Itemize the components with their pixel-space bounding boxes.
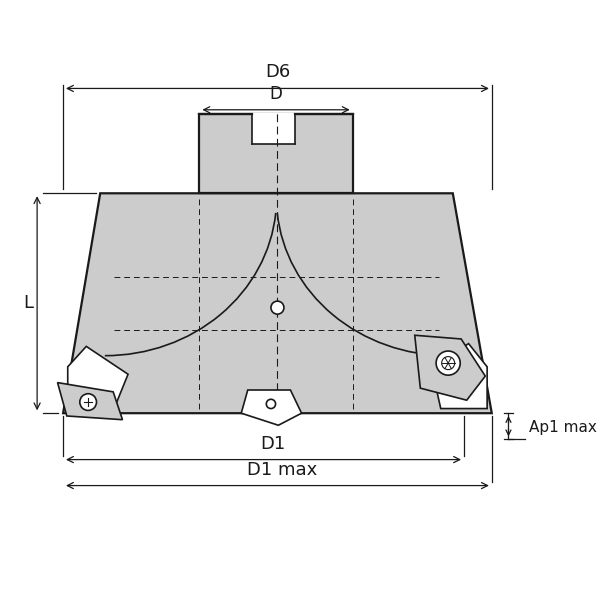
Polygon shape [58, 383, 122, 419]
Polygon shape [63, 193, 492, 413]
Circle shape [271, 301, 284, 314]
Text: D6: D6 [265, 63, 290, 81]
Text: D: D [269, 85, 283, 103]
Circle shape [442, 356, 455, 370]
Circle shape [266, 399, 275, 409]
Polygon shape [241, 390, 302, 425]
Text: Ap1 max: Ap1 max [529, 421, 597, 436]
Polygon shape [253, 113, 295, 144]
Text: L: L [23, 294, 33, 312]
Circle shape [436, 351, 460, 375]
Polygon shape [68, 346, 128, 409]
Polygon shape [199, 115, 353, 193]
Text: D1 max: D1 max [247, 461, 317, 479]
Polygon shape [415, 335, 485, 400]
Polygon shape [431, 344, 487, 409]
Circle shape [80, 394, 97, 410]
Text: D1: D1 [260, 435, 286, 453]
